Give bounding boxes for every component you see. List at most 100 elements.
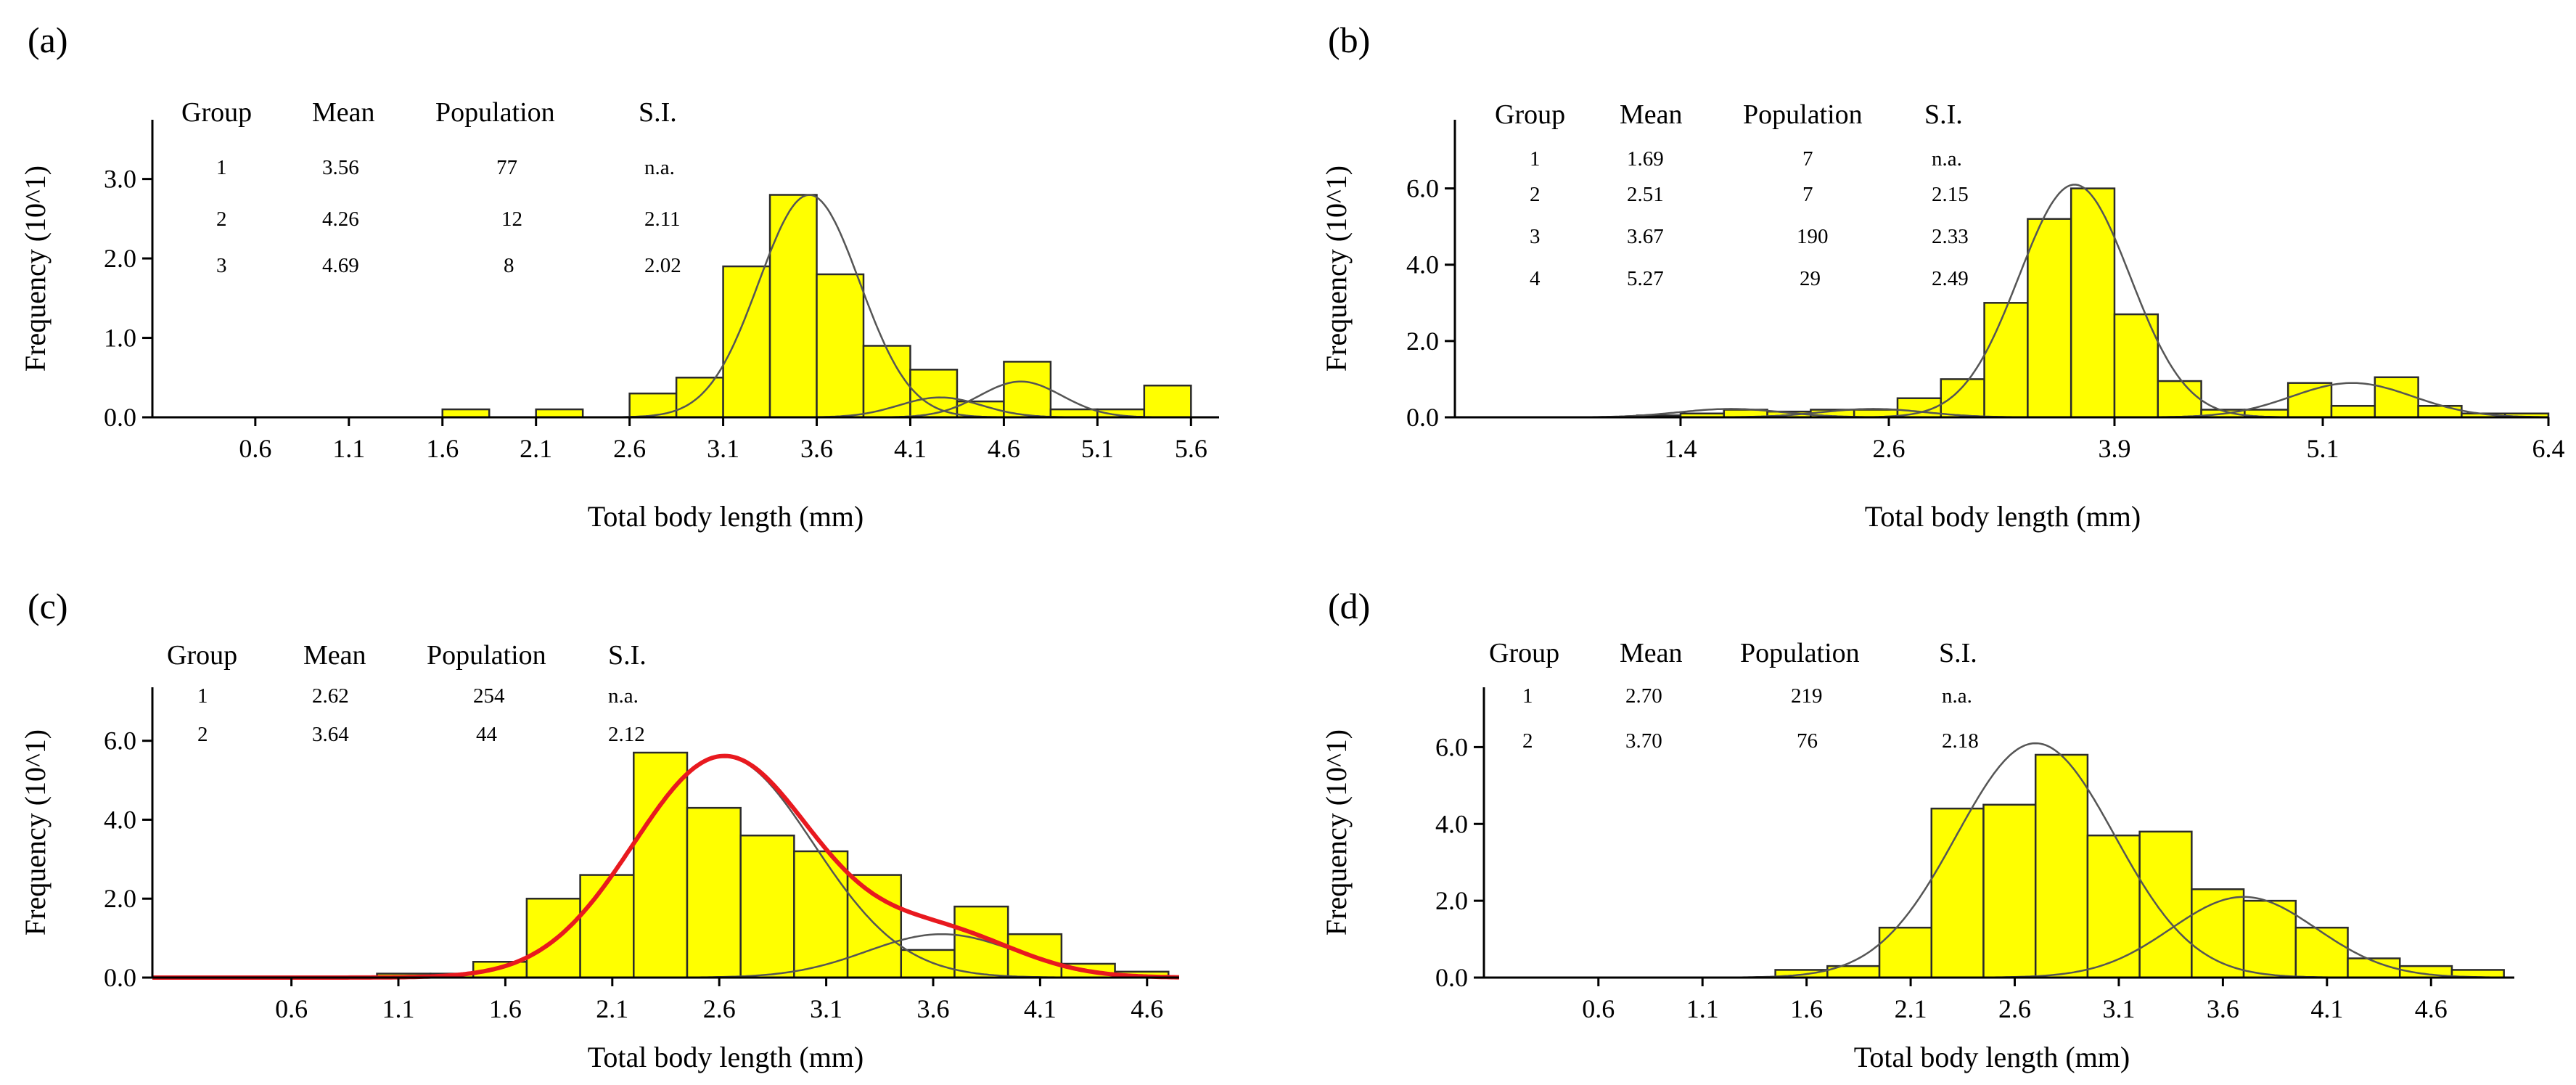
- table-cell: 2: [1530, 183, 1541, 206]
- table-cell: 2.62: [312, 684, 349, 708]
- table-cell: 29: [1800, 267, 1821, 290]
- table-cell: 2.51: [1627, 183, 1664, 206]
- x-tick-label: 0.6: [275, 994, 308, 1023]
- x-tick-label: 1.6: [426, 434, 459, 463]
- table-header-mean: Mean: [312, 97, 375, 128]
- histogram-bar: [2070, 187, 2116, 419]
- table-header-group: Group: [167, 640, 237, 671]
- histogram-bar: [846, 874, 903, 979]
- table-cell: 2.18: [1942, 729, 1979, 753]
- x-axis-title: Total body length (mm): [1865, 500, 2141, 533]
- x-tick-label: 2.1: [596, 994, 628, 1023]
- table-header-si: S.I.: [1924, 99, 1963, 130]
- table-header-group: Group: [1489, 638, 1559, 668]
- x-axis-title: Total body length (mm): [588, 1041, 864, 1073]
- x-tick-label: 0.6: [1582, 994, 1615, 1023]
- table-cell: n.a.: [1932, 147, 1962, 171]
- histogram-bar: [739, 834, 795, 979]
- table-cell: 190: [1797, 225, 1829, 248]
- table-cell: 2.02: [644, 254, 681, 277]
- y-axis-title: Frequency (10^1): [19, 729, 52, 935]
- stats-table: Group Mean Population S.I. 1 2.62 254 n.…: [167, 640, 647, 746]
- table-cell: 7: [1802, 147, 1813, 171]
- histogram-bar: [722, 265, 771, 419]
- histogram-bar: [1940, 378, 1985, 419]
- table-cell: n.a.: [1942, 684, 1972, 708]
- histogram-bar: [441, 408, 491, 419]
- x-tick-label: 5.6: [1175, 434, 1207, 463]
- y-tick-label: 0.0: [1406, 403, 1439, 432]
- table-cell: 2.33: [1932, 225, 1969, 248]
- stats-table: Group Mean Population S.I. 1 1.69 7 n.a.…: [1495, 99, 1969, 290]
- histogram-bar: [862, 345, 911, 419]
- histogram-bar: [2034, 753, 2089, 979]
- x-tick-label: 4.1: [1024, 994, 1057, 1023]
- table-cell: 76: [1797, 729, 1818, 753]
- histogram-bar: [1878, 926, 1933, 979]
- panel-a: (a) Group Mean Population S.I. 1 3.56 77…: [19, 20, 1219, 533]
- x-tick-label: 5.1: [2307, 434, 2339, 463]
- x-tick-label: 4.6: [988, 434, 1020, 463]
- x-tick-label: 3.6: [2207, 994, 2239, 1023]
- table-header-mean: Mean: [1620, 638, 1683, 668]
- x-tick-label: 3.6: [800, 434, 833, 463]
- x-tick-label: 4.1: [2310, 994, 2343, 1023]
- x-axis-title: Total body length (mm): [1854, 1041, 2130, 1073]
- x-tick-label: 4.6: [2415, 994, 2448, 1023]
- y-tick-label: 4.0: [1406, 250, 1439, 279]
- x-tick-label: 2.1: [520, 434, 552, 463]
- panel-b: (b) Group Mean Population S.I. 1 1.69 7 …: [1320, 20, 2565, 533]
- histogram-bar: [2157, 380, 2202, 419]
- plot-area: 0.0 2.0 4.0 6.0 0.6 1.1 1.6 2.1 2.6 3.1 3.6 4.1 4.6 T…: [19, 687, 1179, 1073]
- table-cell: 2.11: [644, 208, 681, 231]
- bars: [441, 194, 1192, 419]
- table-header-group: Group: [181, 97, 252, 128]
- histogram-bar: [768, 194, 818, 419]
- histogram-bar: [1982, 803, 2037, 979]
- histogram-bar: [535, 408, 584, 419]
- y-tick-label: 2.0: [104, 884, 136, 913]
- y-tick-label: 4.0: [104, 805, 136, 834]
- table-cell: 3.56: [322, 156, 359, 179]
- histogram-bar: [793, 850, 849, 979]
- x-tick-label: 6.4: [2532, 434, 2565, 463]
- x-tick-label: 1.4: [1664, 434, 1697, 463]
- y-tick-label: 4.0: [1435, 809, 1468, 838]
- y-tick-label: 2.0: [1406, 327, 1439, 356]
- y-tick-label: 0.0: [1435, 963, 1468, 992]
- histogram-bar: [1983, 302, 2029, 419]
- table-cell: 2.70: [1625, 684, 1662, 708]
- table-cell: 4: [1530, 267, 1541, 290]
- panel-d: (d) Group Mean Population S.I. 1 2.70 21…: [1320, 586, 2514, 1073]
- x-tick-label: 5.1: [1081, 434, 1114, 463]
- panel-label: (c): [28, 586, 68, 626]
- table-cell: 1: [1530, 147, 1541, 171]
- y-tick-label: 2.0: [1435, 886, 1468, 915]
- table-header-si: S.I.: [639, 97, 677, 128]
- table-header-population: Population: [1743, 99, 1863, 130]
- table-cell: 1: [197, 684, 208, 708]
- y-tick-label: 6.0: [104, 726, 136, 756]
- histogram-bar: [2417, 404, 2463, 419]
- histogram-bar: [1143, 384, 1192, 419]
- table-cell: 3: [1530, 225, 1541, 248]
- y-tick-label: 6.0: [1406, 174, 1439, 203]
- x-tick-label: 1.1: [332, 434, 365, 463]
- y-tick-label: 1.0: [104, 324, 136, 353]
- panel-label: (d): [1328, 586, 1370, 626]
- y-axis-title: Frequency (10^1): [1320, 729, 1353, 935]
- x-tick-label: 1.6: [1790, 994, 1823, 1023]
- histogram-bar: [2086, 834, 2141, 979]
- table-header-population: Population: [427, 640, 546, 671]
- table-cell: 1: [1522, 684, 1533, 708]
- histogram-bar: [2294, 926, 2349, 979]
- table-cell: n.a.: [644, 156, 675, 179]
- x-tick-label: 1.1: [1686, 994, 1719, 1023]
- x-tick-label: 3.1: [2102, 994, 2135, 1023]
- table-cell: n.a.: [608, 684, 639, 708]
- table-cell: 77: [496, 156, 517, 179]
- x-tick-label: 2.6: [703, 994, 736, 1023]
- histogram-bar: [900, 949, 956, 979]
- table-cell: 219: [1791, 684, 1823, 708]
